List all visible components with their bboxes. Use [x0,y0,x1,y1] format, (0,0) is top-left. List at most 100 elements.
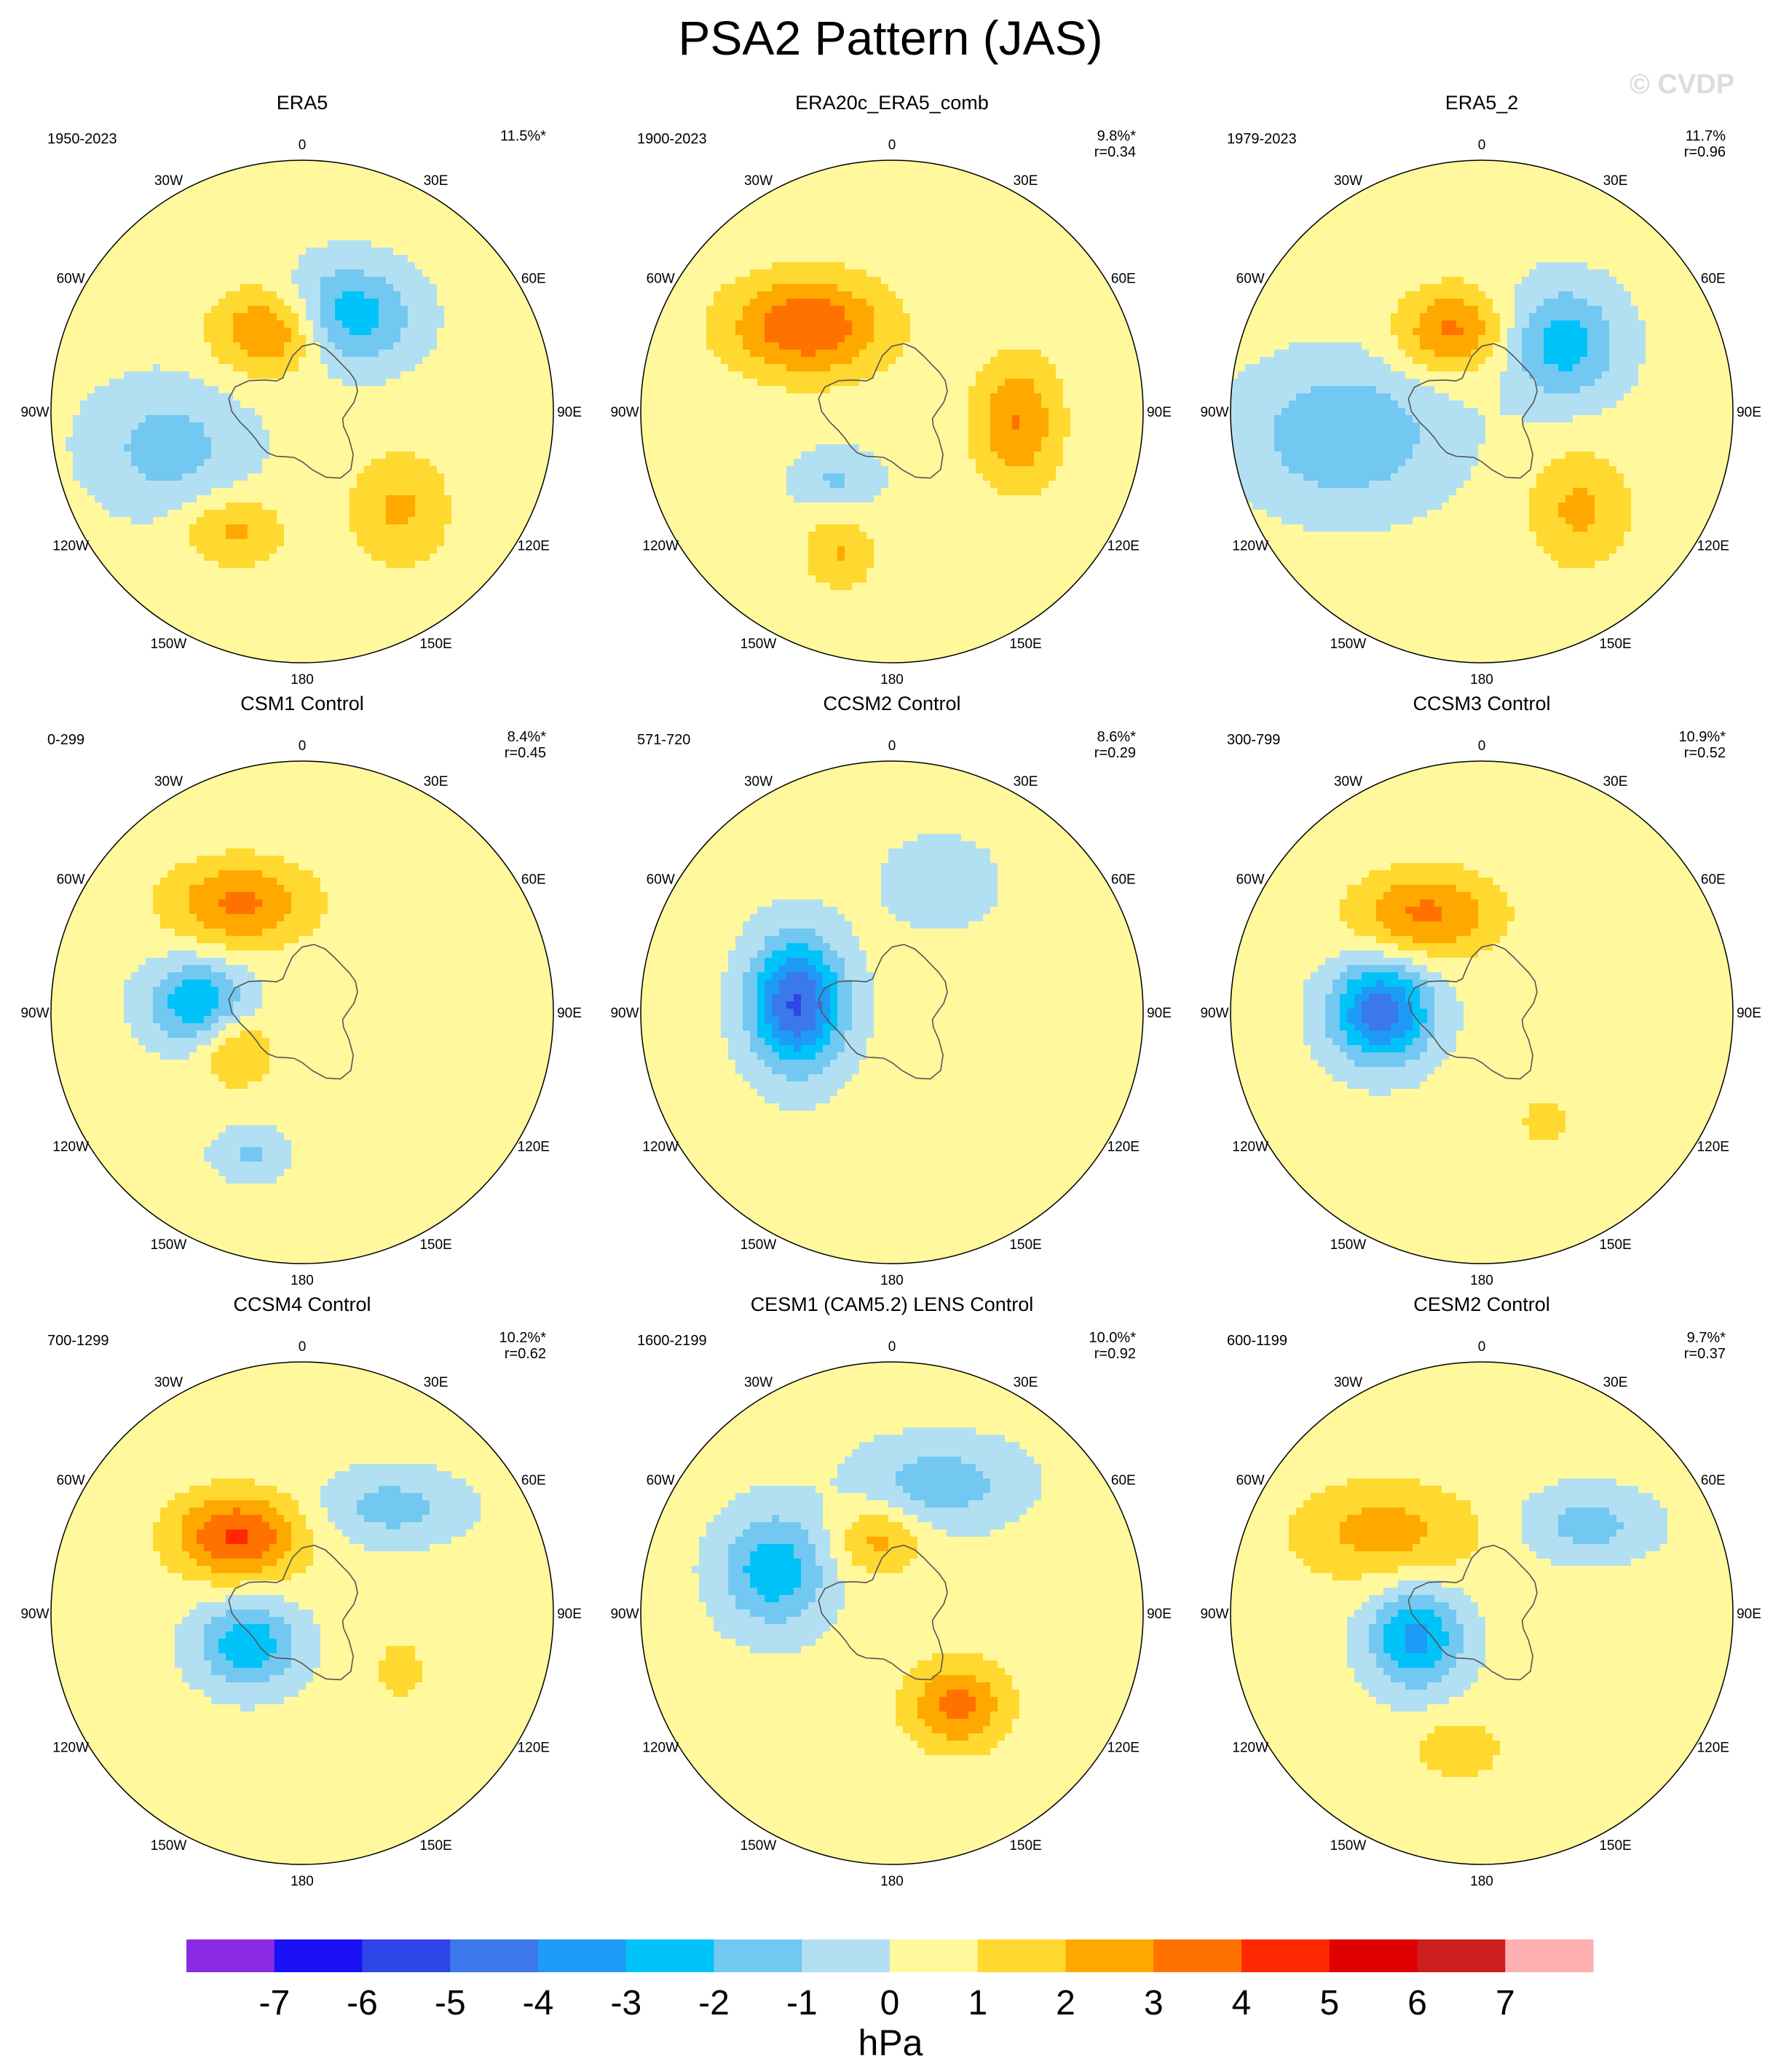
field-cell [459,320,467,328]
field-cell [255,306,263,314]
field-cell [197,182,205,190]
field-cell [299,357,307,365]
field-cell [204,510,212,518]
field-cell [481,539,489,547]
field-cell [1049,291,1057,299]
field-cell [677,299,685,307]
field-cell [917,269,925,277]
field-cell [473,503,481,511]
field-cell [204,532,212,540]
field-cell [364,269,372,277]
field-cell [248,481,256,489]
field-cell [830,269,838,277]
field-cell [896,175,904,183]
field-cell [473,473,481,481]
field-cell [473,335,481,343]
field-cell [539,313,547,321]
field-cell [189,299,197,307]
field-cell [255,357,263,365]
field-cell [364,554,372,562]
field-cell [379,437,387,445]
field-cell [1012,197,1020,205]
field-cell [430,488,438,496]
field-cell [211,488,219,496]
field-cell [510,306,518,314]
field-cell [903,175,911,183]
field-cell [488,554,496,562]
field-cell [466,284,474,292]
field-cell [204,168,212,176]
field-cell [866,233,874,241]
field-cell [131,604,139,612]
field-cell [197,546,205,554]
field-cell [262,393,270,401]
field-cell [488,284,496,292]
field-cell [109,583,117,591]
field-cell [240,437,248,445]
field-cell [364,255,372,263]
field-cell [466,481,474,489]
field-cell [1092,291,1100,299]
field-cell [735,291,743,299]
field-cell [131,532,139,540]
field-cell [451,524,459,532]
field-cell [80,452,88,460]
field-cell [386,204,394,212]
field-cell [888,291,896,299]
field-cell [379,575,387,583]
field-cell [299,634,307,642]
field-cell [291,408,299,416]
field-cell [240,488,248,496]
field-cell [932,277,940,285]
field-cell [277,590,285,598]
field-cell [87,277,95,285]
field-cell [335,466,343,474]
field-cell [473,408,481,416]
field-cell [481,532,489,540]
field-cell [175,262,183,270]
field-cell [335,539,343,547]
field-cell [182,539,190,547]
field-cell [255,211,263,219]
field-cell [167,408,175,416]
field-cell [794,226,802,234]
field-cell [80,495,88,503]
field-cell [342,306,350,314]
field-cell [124,269,132,277]
field-cell [422,342,430,350]
field-cell [51,459,59,467]
field-cell [451,604,459,612]
field-cell [306,648,314,656]
field-cell [400,320,408,328]
field-cell [160,590,168,598]
field-cell [182,488,190,496]
field-cell [444,575,452,583]
field-cell [779,269,787,277]
field-cell [400,430,408,438]
field-cell [692,291,700,299]
field-cell [328,182,336,190]
field-cell [197,437,205,445]
field-cell [167,306,175,314]
field-cell [917,189,925,197]
field-cell [284,350,292,358]
field-cell [218,211,226,219]
field-cell [357,503,365,511]
field-cell [269,313,277,321]
field-cell [750,277,758,285]
field-cell [379,561,387,569]
field-cell [167,568,175,576]
field-cell [291,386,299,394]
field-cell [131,386,139,394]
field-cell [699,262,707,270]
field-cell [357,218,365,226]
field-cell [517,503,525,511]
field-cell [153,495,161,503]
field-cell [408,590,416,598]
field-cell [117,386,125,394]
field-cell [393,590,401,598]
field-cell [102,379,110,387]
field-cell [211,233,219,241]
field-cell [189,255,197,263]
field-cell [350,561,358,569]
